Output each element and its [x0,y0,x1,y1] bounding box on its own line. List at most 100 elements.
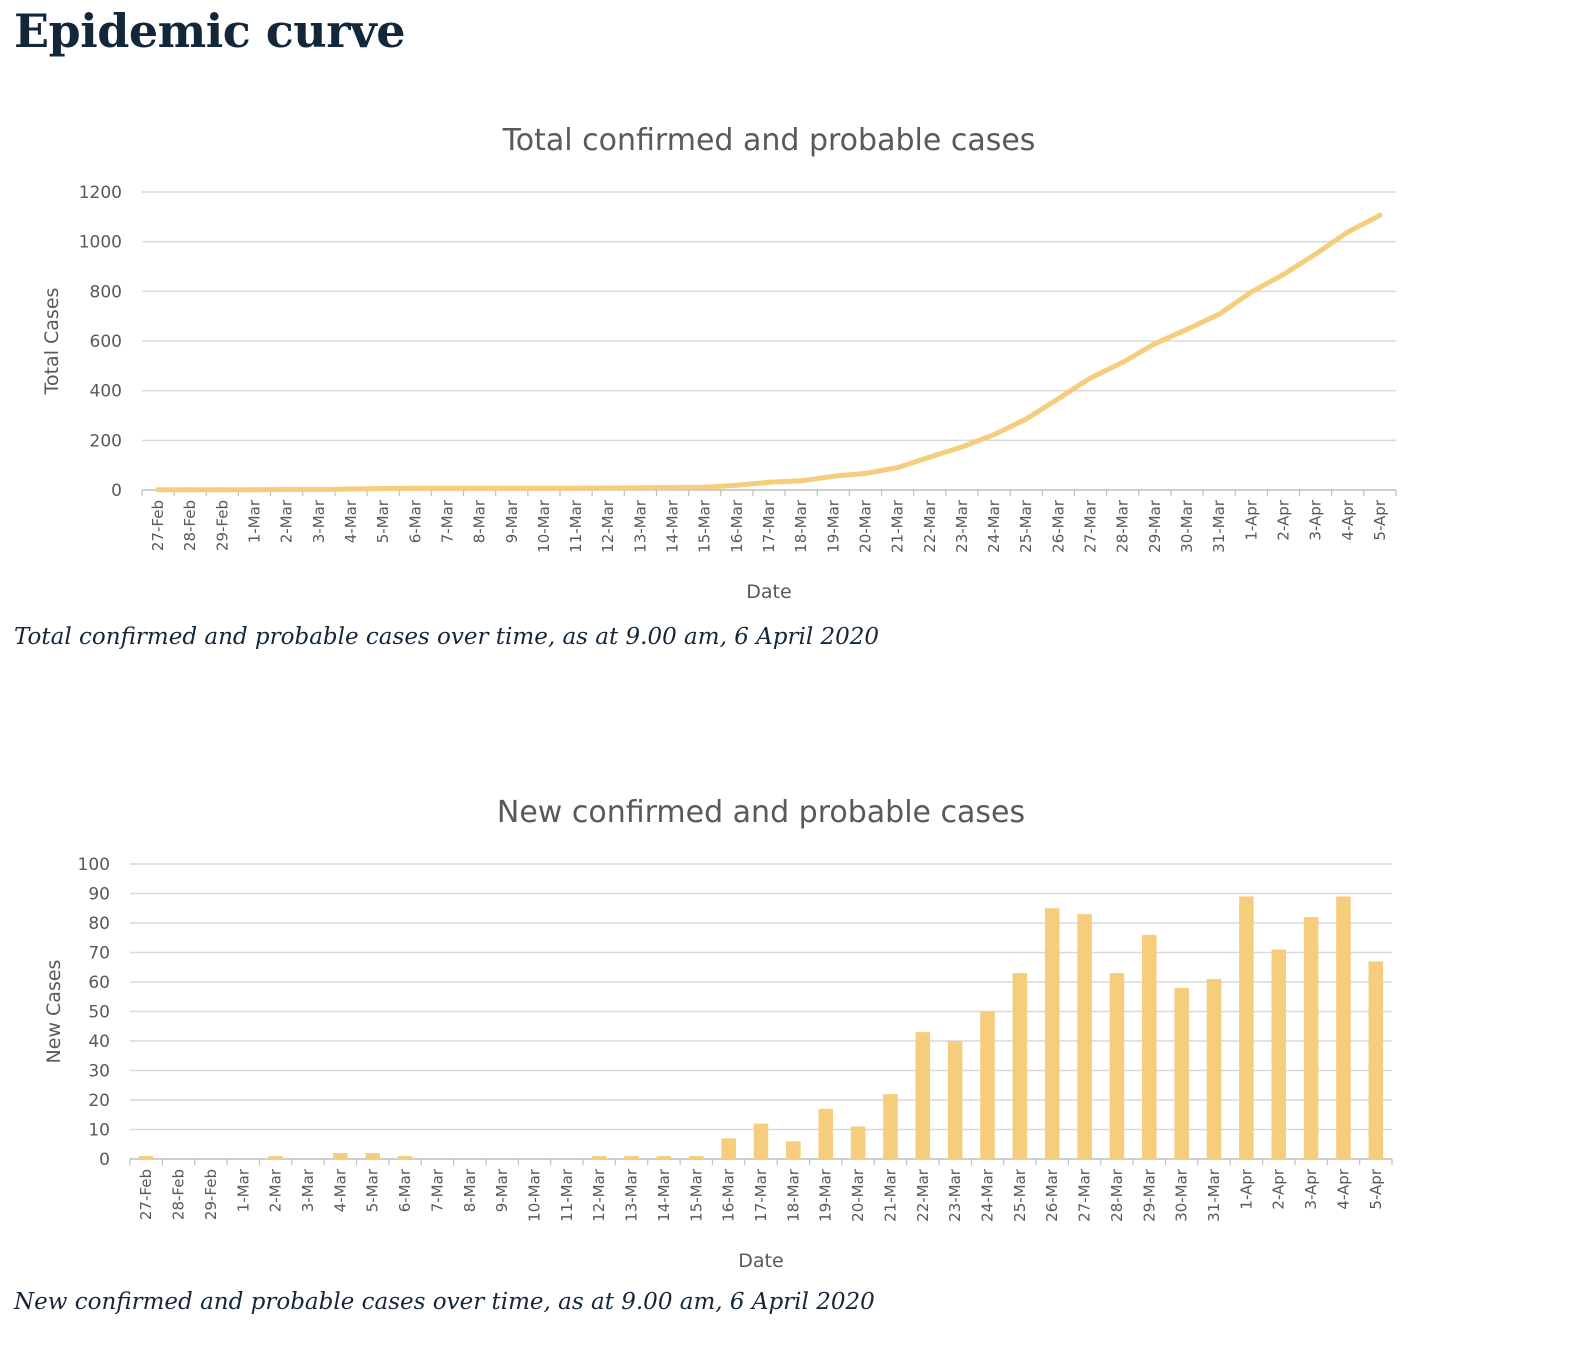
data-point [895,465,901,471]
y-tick-label: 70 [88,944,110,964]
x-tick-label: 29-Feb [202,1169,220,1220]
y-tick-label: 90 [88,885,110,905]
bar [1174,987,1189,1159]
bar [721,1138,736,1159]
bar [753,1123,769,1159]
data-point [1216,311,1222,317]
data-point [219,487,225,493]
y-tick-label: 1000 [79,233,122,253]
data-point [1280,271,1286,277]
y-tick-label: 0 [99,1150,110,1170]
y-tick-label: 50 [88,1003,110,1023]
x-tick-label: 21-Mar [889,499,907,553]
bar [915,1032,931,1159]
data-point [1023,416,1029,422]
y-axis-label: New Cases [43,960,65,1064]
data-point [1313,251,1319,257]
data-point [670,485,676,491]
x-tick-label: 13-Mar [623,1168,641,1222]
x-tick-label: 17-Mar [760,499,778,553]
x-tick-label: 28-Feb [181,500,199,551]
bar [1239,896,1254,1159]
y-axis-label: Total Cases [41,288,63,396]
x-tick-label: 13-Mar [631,499,649,553]
x-tick-label: 29-Feb [213,500,231,551]
y-tick-label: 200 [90,431,122,451]
data-point [573,485,579,491]
data-point [1055,396,1061,402]
x-tick-label: 24-Mar [985,499,1003,553]
x-tick-label: 11-Mar [567,499,585,553]
x-tick-label: 25-Mar [1017,499,1035,553]
bar [397,1156,413,1159]
x-tick-label: 23-Mar [953,499,971,553]
data-point [412,485,418,491]
x-tick-label: 14-Mar [655,1168,673,1222]
bar [850,1126,866,1159]
new-cases-caption: New confirmed and probable cases over ti… [14,1289,875,1315]
data-point [187,487,193,493]
data-point [766,479,772,485]
x-tick-label: 7-Mar [438,499,456,543]
y-tick-label: 80 [88,914,110,934]
total-cases-line [155,212,1383,493]
bar [268,1156,283,1159]
x-tick-label: 19-Mar [824,499,842,553]
x-tick-label: 3-Mar [310,499,328,543]
x-tick-label: 4-Mar [331,1168,349,1212]
x-tick-label: 10-Mar [535,499,553,553]
data-point [1120,359,1126,365]
y-tick-label: 10 [88,1121,110,1141]
y-tick-label: 0 [111,481,122,501]
y-tick-label: 20 [88,1091,110,1111]
data-point [284,487,290,493]
page-title: Epidemic curve [14,4,406,58]
data-point [702,484,708,490]
data-point [252,487,258,493]
bar [1012,973,1028,1159]
data-point [734,482,740,488]
x-tick-label: 31-Mar [1210,499,1228,553]
x-tick-label: 12-Mar [590,1168,608,1222]
x-tick-label: 1-Apr [1237,1168,1255,1209]
bar [624,1156,639,1159]
bar [818,1108,833,1159]
data-point [1184,326,1190,332]
x-tick-label: 9-Mar [503,499,521,543]
x-tick-label: 10-Mar [525,1168,543,1222]
y-tick-label: 1200 [79,183,122,203]
data-point [991,432,997,438]
bar [883,1094,898,1159]
x-tick-label: 4-Apr [1334,1168,1352,1209]
total-cases-chart: Total confirmed and probable cases 0 200 40… [41,123,1397,603]
data-point [380,486,386,492]
x-tick-label: 26-Mar [1049,499,1067,553]
x-tick-label: 22-Mar [914,1168,932,1222]
data-point [155,487,161,493]
x-tick-label: 27-Mar [1076,1168,1094,1222]
x-tick-label: 27-Mar [1082,499,1100,553]
bar [333,1153,348,1159]
data-point [830,473,836,479]
y-tick-label: 40 [88,1032,110,1052]
bar [980,1011,995,1159]
x-tick-label: 24-Mar [979,1168,997,1222]
chart-title: New confirmed and probable cases [497,795,1025,830]
data-point [541,485,547,491]
x-tick-label: 6-Mar [396,1168,414,1212]
data-point [1248,289,1254,295]
x-tick-label: 20-Mar [849,1168,867,1222]
data-point [798,478,804,484]
x-tick-label: 27-Feb [149,500,167,551]
x-tick-label: 22-Mar [921,499,939,553]
x-tick-label: 15-Mar [687,1168,705,1222]
bar [365,1153,380,1159]
x-tick-label: 26-Mar [1043,1168,1061,1222]
x-tick-label: 1-Apr [1242,499,1260,540]
x-tick-label: 3-Apr [1302,1168,1320,1209]
x-tick-label: 21-Mar [881,1168,899,1222]
x-tick-label: 2-Apr [1274,499,1292,540]
data-point [509,485,515,491]
data-point [637,485,643,491]
bar [1368,961,1384,1159]
